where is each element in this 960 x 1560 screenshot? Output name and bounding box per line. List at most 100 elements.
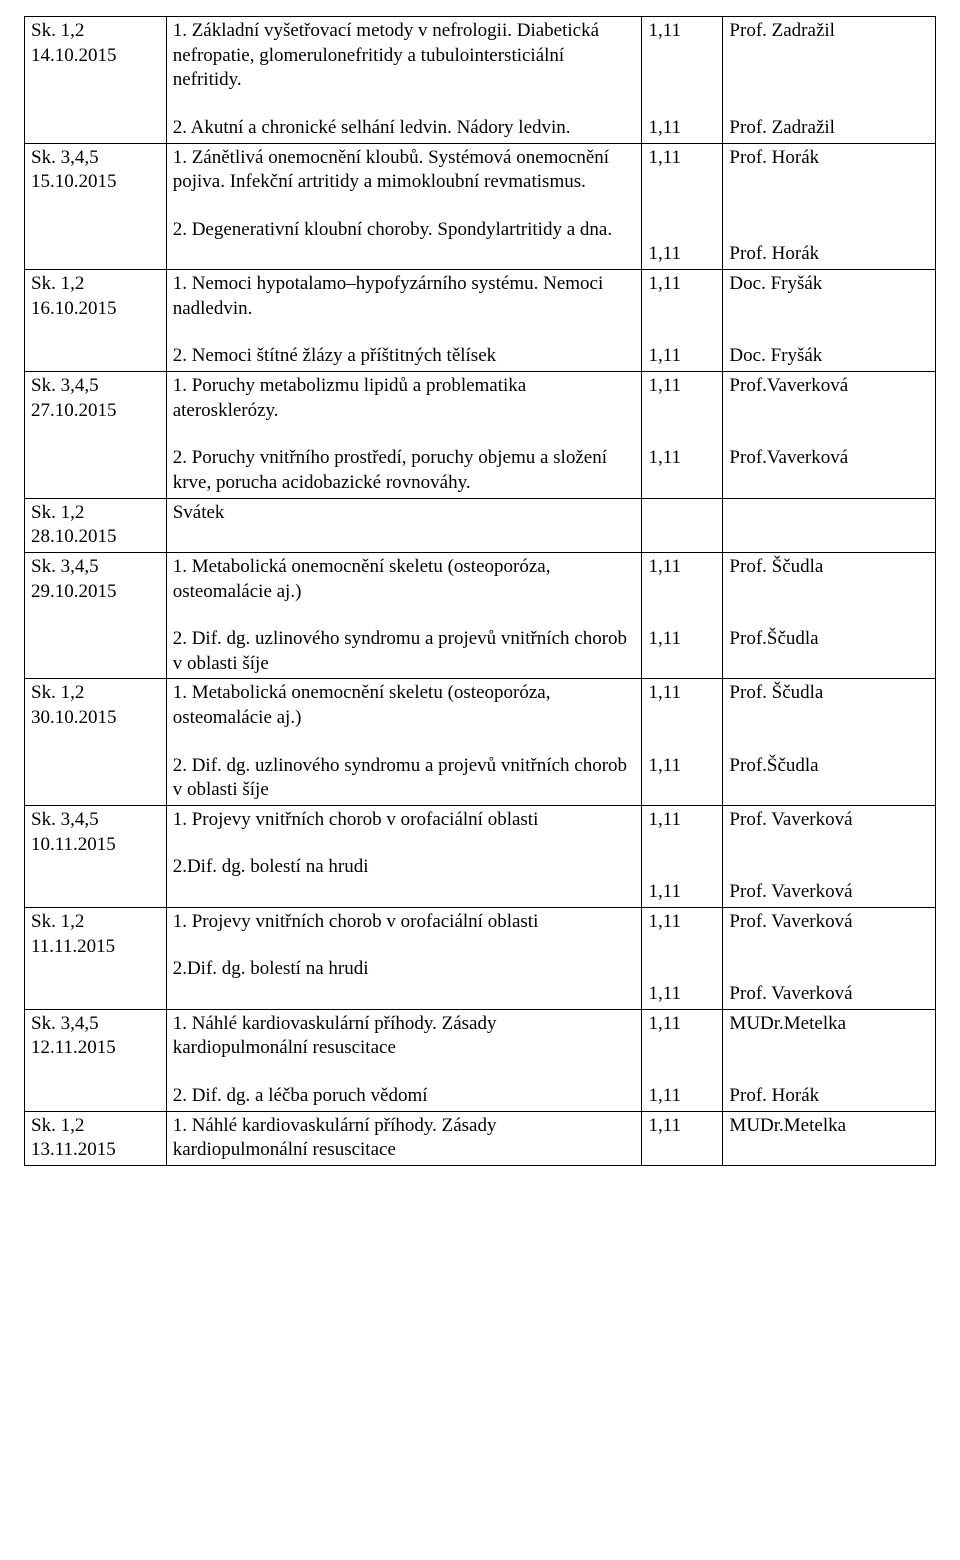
date-value: 10.11.2015	[31, 833, 160, 858]
code-primary: 1,11	[648, 681, 716, 706]
code-primary: 1,11	[648, 272, 716, 297]
date-value: 30.10.2015	[31, 706, 160, 731]
date-value: 14.10.2015	[31, 44, 160, 69]
lecturer-secondary: Prof.Vaverková	[729, 446, 929, 471]
cell-code: 1,11 1,11	[642, 552, 723, 679]
topic-primary: Svátek	[173, 501, 636, 526]
date-group: Sk. 3,4,5	[31, 1012, 160, 1037]
code-secondary: 1,11	[648, 344, 716, 369]
topic-primary: 1. Projevy vnitřních chorob v orofaciáln…	[173, 910, 636, 935]
cell-topic: 1. Náhlé kardiovaskulární příhody. Zásad…	[166, 1111, 642, 1165]
code-primary: 1,11	[648, 374, 716, 399]
code-primary: 1,11	[648, 555, 716, 580]
cell-topic: 1. Projevy vnitřních chorob v orofaciáln…	[166, 907, 642, 1009]
cell-code: 1,11 1,11	[642, 371, 723, 498]
lecturer-secondary: Prof. Zadražil	[729, 116, 929, 141]
code-primary: 1,11	[648, 146, 716, 171]
topic-primary: 1. Nemoci hypotalamo–hypofyzárního systé…	[173, 272, 636, 321]
code-secondary: 1,11	[648, 627, 716, 652]
lecturer-secondary: Prof.Ščudla	[729, 754, 929, 779]
cell-topic: 1. Metabolická onemocnění skeletu (osteo…	[166, 679, 642, 806]
cell-code: 1,11 1,11	[642, 907, 723, 1009]
code-secondary: 1,11	[648, 982, 716, 1007]
cell-lecturer: Prof. Ščudla Prof.Ščudla	[723, 552, 936, 679]
code-secondary: 1,11	[648, 880, 716, 905]
topic-primary: 1. Základní vyšetřovací metody v nefrolo…	[173, 19, 636, 93]
date-value: 28.10.2015	[31, 525, 160, 550]
lecturer-primary: Prof. Zadražil	[729, 19, 929, 44]
date-value: 29.10.2015	[31, 580, 160, 605]
cell-lecturer: Prof. Zadražil Prof. Zadražil	[723, 17, 936, 144]
cell-date: Sk. 1,228.10.2015	[25, 498, 167, 552]
lecturer-primary: MUDr.Metelka	[729, 1114, 929, 1139]
date-group: Sk. 3,4,5	[31, 374, 160, 399]
table-row: Sk. 1,230.10.20151. Metabolická onemocně…	[25, 679, 936, 806]
lecturer-secondary: Doc. Fryšák	[729, 344, 929, 369]
topic-primary: 1. Zánětlivá onemocnění kloubů. Systémov…	[173, 146, 636, 195]
cell-lecturer: MUDr.Metelka Prof. Horák	[723, 1009, 936, 1111]
cell-lecturer: Prof. Horák Prof. Horák	[723, 143, 936, 270]
lecturer-primary: MUDr.Metelka	[729, 1012, 929, 1037]
topic-secondary: 2. Nemoci štítné žlázy a příštitných těl…	[173, 344, 636, 369]
table-row: Sk. 3,4,527.10.20151. Poruchy metabolizm…	[25, 371, 936, 498]
table-row: Sk. 1,211.11.2015 1. Projevy vnitřních ch…	[25, 907, 936, 1009]
date-value: 12.11.2015	[31, 1036, 160, 1061]
code-secondary: 1,11	[648, 1084, 716, 1109]
table-row: Sk. 3,4,512.11.20151. Náhlé kardiovaskul…	[25, 1009, 936, 1111]
date-group: Sk. 3,4,5	[31, 146, 160, 171]
topic-secondary: 2. Akutní a chronické selhání ledvin. Ná…	[173, 116, 636, 141]
lecturer-primary: Prof. Vaverková	[729, 910, 929, 935]
date-group: Sk. 1,2	[31, 501, 160, 526]
cell-code: 1,11 1,11	[642, 270, 723, 372]
cell-topic: 1. Nemoci hypotalamo–hypofyzárního systé…	[166, 270, 642, 372]
topic-secondary: 2. Poruchy vnitřního prostředí, poruchy …	[173, 446, 636, 495]
cell-lecturer: Prof. Vaverková Prof. Vaverková	[723, 805, 936, 907]
code-secondary: 1,11	[648, 242, 716, 267]
date-value: 16.10.2015	[31, 297, 160, 322]
topic-primary: 1. Metabolická onemocnění skeletu (osteo…	[173, 555, 636, 604]
topic-primary: 1. Metabolická onemocnění skeletu (osteo…	[173, 681, 636, 730]
code-primary: 1,11	[648, 19, 716, 44]
table-row: Sk. 1,214.10.2015 1. Základní vyšetřovací…	[25, 17, 936, 144]
cell-code: 1,11 1,11	[642, 679, 723, 806]
lecturer-primary: Prof. Horák	[729, 146, 929, 171]
code-primary: 1,11	[648, 808, 716, 833]
date-group: Sk. 3,4,5	[31, 808, 160, 833]
cell-date: Sk. 3,4,512.11.2015	[25, 1009, 167, 1111]
date-value: 15.10.2015	[31, 170, 160, 195]
table-row: Sk. 1,216.10.20151. Nemoci hypotalamo–hy…	[25, 270, 936, 372]
cell-lecturer: MUDr.Metelka	[723, 1111, 936, 1165]
cell-topic: 1. Metabolická onemocnění skeletu (osteo…	[166, 552, 642, 679]
date-value: 11.11.2015	[31, 935, 160, 960]
date-group: Sk. 1,2	[31, 681, 160, 706]
cell-code: 1,11 1,11	[642, 143, 723, 270]
cell-code: 1,11 1,11	[642, 1009, 723, 1111]
cell-code: 1,11	[642, 1111, 723, 1165]
table-row: Sk. 3,4,510.11.20151. Projevy vnitřních …	[25, 805, 936, 907]
topic-secondary: 2. Dif. dg. uzlinového syndromu a projev…	[173, 754, 636, 803]
topic-secondary: 2.Dif. dg. bolestí na hrudi	[173, 957, 636, 982]
table-row: Sk. 1,213.11.20151. Náhlé kardiovaskulár…	[25, 1111, 936, 1165]
schedule-table: Sk. 1,214.10.20151. Základní vyšetřovací…	[24, 16, 936, 1166]
cell-lecturer	[723, 498, 936, 552]
lecturer-primary: Prof.Vaverková	[729, 374, 929, 399]
cell-date: Sk. 1,230.10.2015	[25, 679, 167, 806]
topic-secondary: 2. Dif. dg. a léčba poruch vědomí	[173, 1084, 636, 1109]
table-row: Sk. 3,4,515.10.2015 1. Zánětlivá onemocně…	[25, 143, 936, 270]
date-group: Sk. 3,4,5	[31, 555, 160, 580]
topic-secondary: 2. Degenerativní kloubní choroby. Spondy…	[173, 218, 636, 243]
code-secondary: 1,11	[648, 116, 716, 141]
date-group: Sk. 1,2	[31, 910, 160, 935]
cell-lecturer: Prof. Ščudla Prof.Ščudla	[723, 679, 936, 806]
date-group: Sk. 1,2	[31, 19, 160, 44]
lecturer-secondary: Prof. Horák	[729, 1084, 929, 1109]
code-secondary: 1,11	[648, 446, 716, 471]
cell-date: Sk. 1,213.11.2015	[25, 1111, 167, 1165]
cell-topic: 1. Náhlé kardiovaskulární příhody. Zásad…	[166, 1009, 642, 1111]
table-row: Sk. 1,228.10.2015Svátek	[25, 498, 936, 552]
date-group: Sk. 1,2	[31, 1114, 160, 1139]
cell-topic: 1. Projevy vnitřních chorob v orofaciáln…	[166, 805, 642, 907]
lecturer-secondary: Prof. Vaverková	[729, 880, 929, 905]
code-primary: 1,11	[648, 910, 716, 935]
cell-code: 1,11 1,11	[642, 17, 723, 144]
